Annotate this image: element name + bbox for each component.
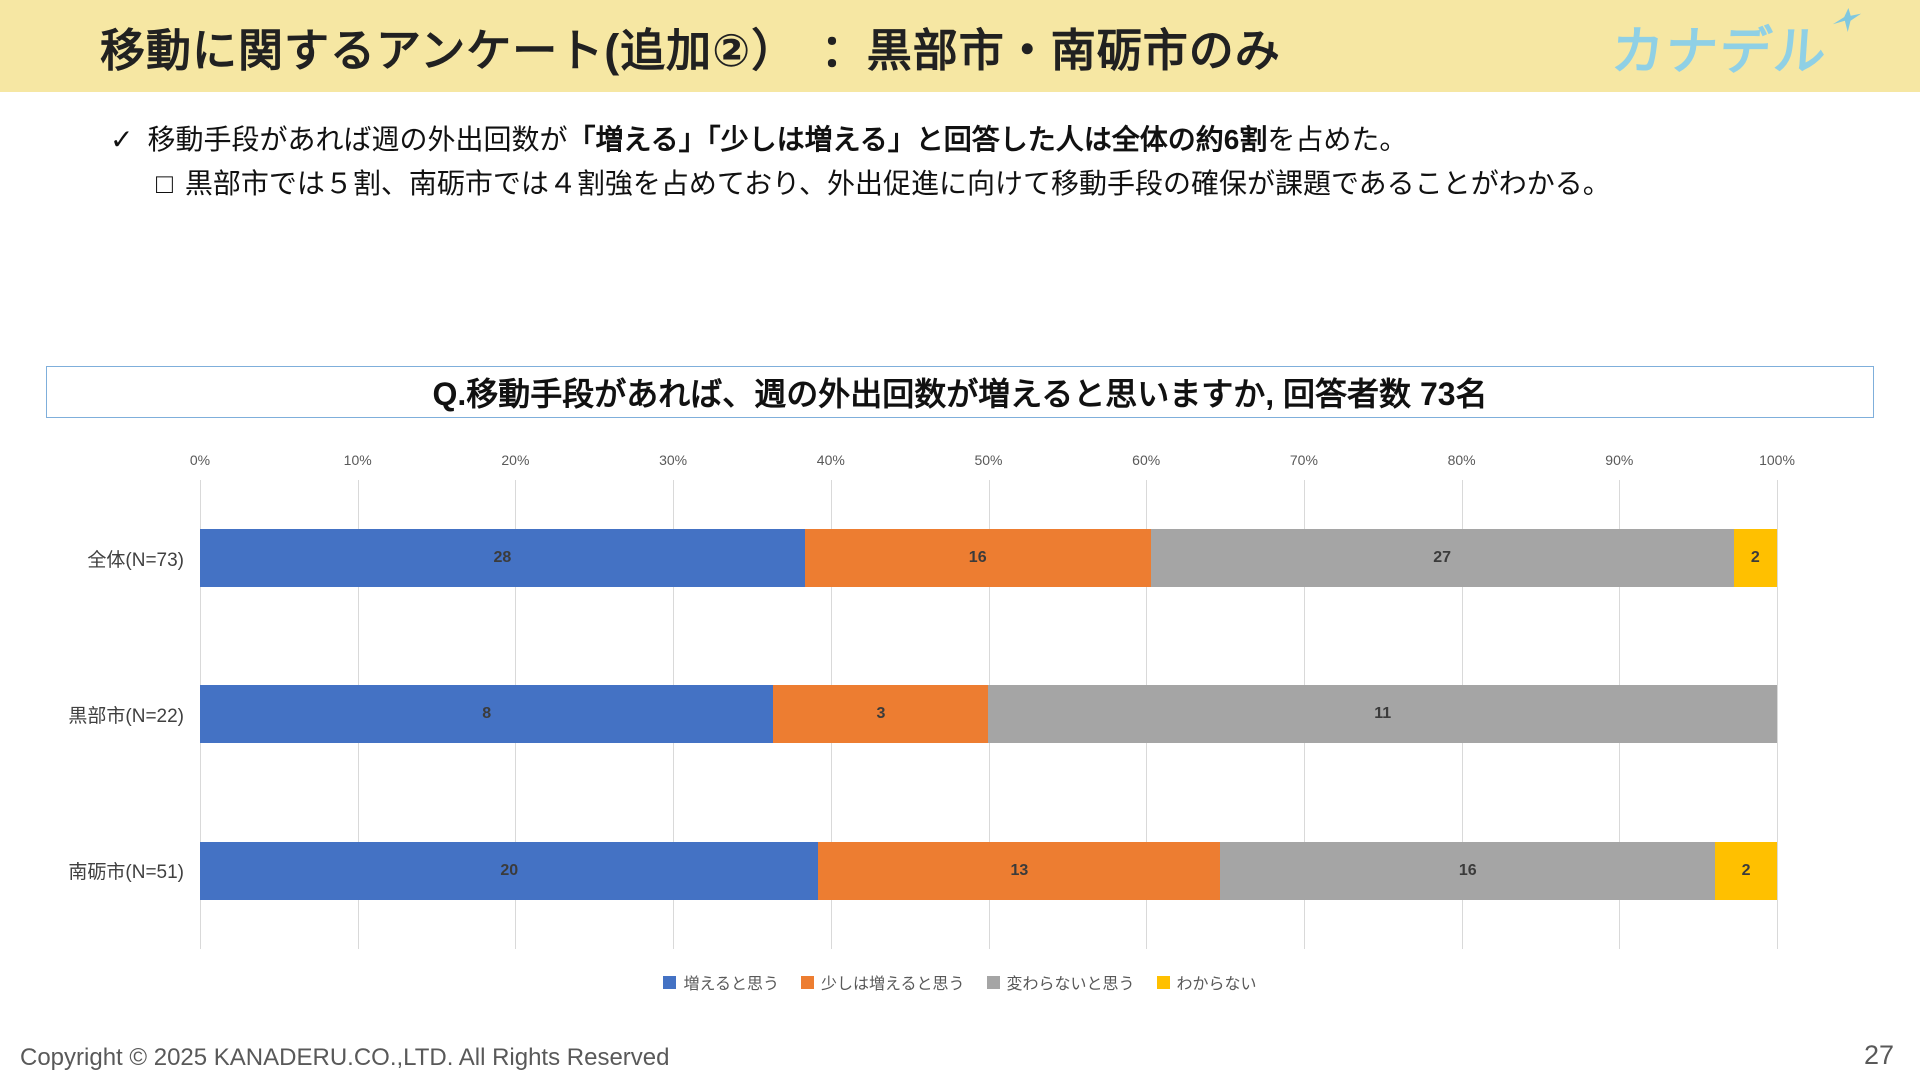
summary-bullets: ✓ 移動手段があれば週の外出回数が「増える」「少しは増える」と回答した人は全体の約… bbox=[110, 120, 1860, 204]
bar-value-label: 27 bbox=[1433, 549, 1452, 567]
bullet-text-bold: 「増える」「少しは増える」と回答した人は全体の約6割 bbox=[567, 124, 1268, 155]
copyright-text: Copyright © 2025 KANADERU.CO.,LTD. All R… bbox=[20, 1044, 670, 1071]
bullet-line-1: ✓ 移動手段があれば週の外出回数が「増える」「少しは増える」と回答した人は全体の約… bbox=[110, 120, 1860, 160]
bar-row: 黒部市(N=22) 8 3 11 bbox=[68, 636, 1777, 792]
x-tick-label: 90% bbox=[1605, 452, 1634, 468]
stacked-bar: 20 13 16 2 bbox=[200, 841, 1777, 900]
legend-item: 増えると思う bbox=[663, 970, 779, 994]
legend-swatch bbox=[1156, 975, 1170, 989]
bar-row: 全体(N=73) 28 16 27 2 bbox=[87, 480, 1777, 636]
bar-value-label: 16 bbox=[968, 549, 987, 567]
page-number: 27 bbox=[1863, 1040, 1894, 1070]
chart-plot-area: 0% 10% 20% 30% 40% 50% 60% 70% 80% 90% 100% 全体(N=7… bbox=[68, 448, 1795, 949]
x-axis-ticks: 0% 10% 20% 30% 40% 50% 60% 70% 80% 90% 100% bbox=[190, 452, 1795, 472]
kanaderu-logo: カナデル bbox=[1609, 7, 1864, 84]
bar-segment: 27 bbox=[1150, 529, 1734, 588]
bar-value-label: 20 bbox=[500, 861, 519, 879]
gridline bbox=[1777, 480, 1778, 949]
bar-value-label: 8 bbox=[482, 705, 492, 723]
category-label: 黒部市(N=22) bbox=[68, 705, 184, 727]
x-tick-label: 0% bbox=[189, 452, 211, 468]
bar-segment: 13 bbox=[818, 841, 1221, 900]
bar-segment: 8 bbox=[200, 685, 774, 744]
bullet-line-2: □ 黒部市では５割、南砺市では４割強を占めており、外出促進に向けて移動手段の確保が… bbox=[156, 164, 1860, 204]
legend-swatch bbox=[986, 975, 1000, 989]
page-title: 移動に関するアンケート(追加②） ：黒部市・南砺市のみ bbox=[100, 24, 1281, 76]
sub-bullet-text: 黒部市では５割、南砺市では４割強を占めており、外出促進に向けて移動手段の確保が課… bbox=[184, 168, 1611, 199]
bullet-text-normal-2: を占めた。 bbox=[1267, 124, 1408, 155]
bullet-text-normal: 移動手段があれば週の外出回数が bbox=[147, 124, 568, 155]
bar-segment: 16 bbox=[1220, 841, 1716, 900]
bar-value-label: 2 bbox=[1750, 549, 1760, 567]
bar-segment: 2 bbox=[1715, 841, 1777, 900]
bar-row: 南砺市(N=51) 20 13 16 2 bbox=[68, 793, 1777, 949]
legend-item: わからない bbox=[1156, 970, 1257, 994]
x-tick-label: 30% bbox=[659, 452, 688, 468]
x-tick-label: 100% bbox=[1759, 452, 1795, 468]
category-label: 南砺市(N=51) bbox=[68, 862, 184, 884]
bar-segment: 20 bbox=[200, 841, 819, 900]
x-tick-label: 20% bbox=[501, 452, 530, 468]
bar-value-label: 28 bbox=[493, 549, 512, 567]
legend-item: 少しは増えると思う bbox=[800, 970, 965, 994]
x-tick-label: 70% bbox=[1289, 452, 1318, 468]
legend-swatch bbox=[800, 975, 814, 989]
check-icon: ✓ bbox=[110, 124, 134, 155]
x-tick-label: 40% bbox=[816, 452, 845, 468]
chart-legend: 増えると思う 少しは増えると思う 変わらないと思う わからない bbox=[0, 970, 1920, 994]
stacked-bar: 8 3 11 bbox=[200, 685, 1777, 744]
x-tick-label: 50% bbox=[974, 452, 1003, 468]
chart-title: Q.移動手段があれば、週の外出回数が増えると思いますか, 回答者数 73名 bbox=[432, 376, 1488, 412]
category-label: 全体(N=73) bbox=[87, 549, 184, 571]
bar-segment: 16 bbox=[804, 529, 1151, 588]
legend-label: 少しは増えると思う bbox=[820, 976, 965, 993]
square-bullet-icon: □ bbox=[156, 168, 173, 199]
bar-value-label: 13 bbox=[1010, 861, 1029, 879]
x-tick-label: 80% bbox=[1447, 452, 1476, 468]
stacked-bar: 28 16 27 2 bbox=[200, 529, 1777, 588]
x-tick-label: 10% bbox=[343, 452, 372, 468]
legend-label: わからない bbox=[1176, 976, 1257, 993]
bar-value-label: 11 bbox=[1374, 705, 1392, 723]
bar-segment: 28 bbox=[200, 529, 805, 588]
bar-value-label: 16 bbox=[1458, 861, 1477, 879]
bar-value-label: 3 bbox=[876, 705, 886, 723]
logo-text: カナデル bbox=[1609, 22, 1830, 81]
legend-label: 変わらないと思う bbox=[1006, 976, 1135, 993]
legend-item: 変わらないと思う bbox=[986, 970, 1135, 994]
bar-value-label: 2 bbox=[1741, 861, 1751, 879]
bar-segment: 3 bbox=[773, 685, 989, 744]
stacked-bar-chart: 0% 10% 20% 30% 40% 50% 60% 70% 80% 90% 100% 全体(N=7… bbox=[0, 448, 1920, 1008]
header-band: 移動に関するアンケート(追加②） ：黒部市・南砺市のみ カナデル bbox=[0, 0, 1920, 92]
legend-label: 増えると思う bbox=[683, 976, 779, 993]
x-tick-label: 60% bbox=[1132, 452, 1161, 468]
bar-segment: 2 bbox=[1733, 529, 1777, 588]
bird-icon bbox=[1832, 7, 1862, 32]
bar-segment: 11 bbox=[988, 685, 1777, 744]
legend-swatch bbox=[663, 975, 677, 989]
chart-title-box: Q.移動手段があれば、週の外出回数が増えると思いますか, 回答者数 73名 bbox=[46, 366, 1874, 418]
bar-rows: 全体(N=73) 28 16 27 2 黒部市(N=22) 8 3 11 南砺市(N=51) 20 1… bbox=[68, 480, 1777, 949]
